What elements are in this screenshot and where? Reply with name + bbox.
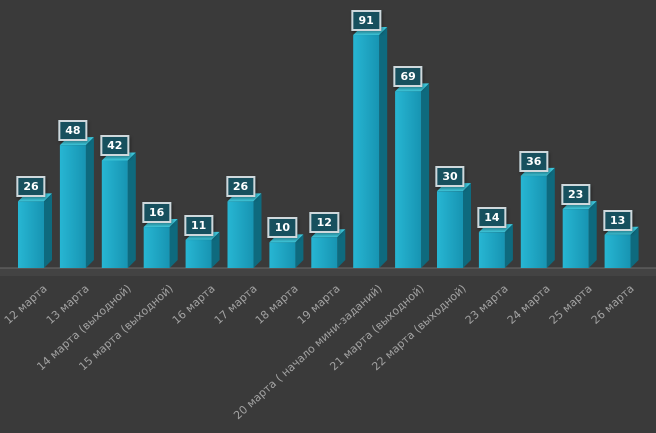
value-label: 69 xyxy=(393,66,423,88)
bar-side-face xyxy=(588,201,597,268)
bar-group xyxy=(59,137,94,268)
bar-side-face xyxy=(504,224,513,268)
bar xyxy=(437,191,463,268)
bar-side-face xyxy=(44,193,52,268)
bar xyxy=(353,35,380,268)
value-label: 91 xyxy=(351,10,381,31)
bar xyxy=(311,237,338,268)
bar xyxy=(269,242,296,268)
bar xyxy=(562,209,589,268)
value-label: 16 xyxy=(142,202,172,224)
bar xyxy=(520,175,547,268)
bar-group xyxy=(143,219,178,268)
bar-group xyxy=(437,183,471,268)
bar-side-face xyxy=(85,137,94,268)
value-label: 26 xyxy=(225,176,256,198)
value-label: 48 xyxy=(58,120,88,142)
bar xyxy=(18,201,44,268)
bar-side-face xyxy=(379,27,388,268)
bar-side-face xyxy=(253,193,262,268)
bar-side-face xyxy=(169,219,178,268)
bar-side-face xyxy=(211,231,220,268)
bar-side-face xyxy=(421,83,430,268)
bar-group xyxy=(520,167,555,268)
bar-group xyxy=(101,152,136,268)
bar-side-face xyxy=(295,234,304,268)
bar xyxy=(59,145,86,268)
bar xyxy=(227,201,254,268)
value-label: 10 xyxy=(267,217,298,239)
bar xyxy=(101,160,128,268)
value-label: 36 xyxy=(519,150,549,172)
bar-side-face xyxy=(337,229,346,268)
value-label: 23 xyxy=(561,184,591,206)
value-label: 13 xyxy=(602,209,633,231)
chart-floor xyxy=(0,268,656,276)
bar-group xyxy=(185,231,220,268)
bar-group xyxy=(353,27,388,268)
bar-side-face xyxy=(463,183,471,268)
value-label: 26 xyxy=(16,176,46,198)
bar-side-face xyxy=(127,152,136,268)
value-label: 12 xyxy=(309,212,339,234)
bar xyxy=(478,232,505,268)
value-label: 30 xyxy=(435,166,465,188)
bar-side-face xyxy=(630,226,639,268)
bar xyxy=(604,234,631,268)
bar xyxy=(395,91,422,268)
bar xyxy=(143,227,170,268)
bar xyxy=(185,239,212,268)
bar-group xyxy=(478,224,513,268)
value-label: 14 xyxy=(477,207,507,229)
value-label: 11 xyxy=(183,214,214,236)
bar-side-face xyxy=(546,167,555,268)
bar-group xyxy=(395,83,430,268)
value-label: 42 xyxy=(100,135,130,157)
